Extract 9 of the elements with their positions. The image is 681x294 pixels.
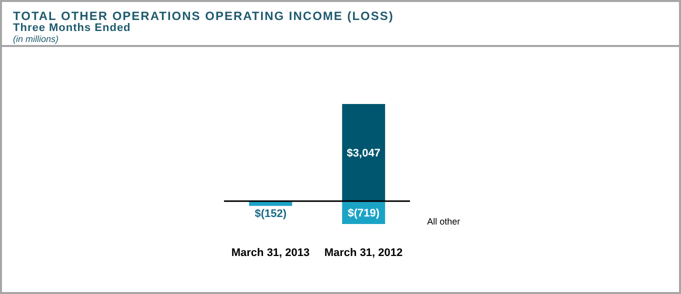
text: (in millions) — [13, 34, 59, 44]
text: All other — [427, 216, 460, 227]
data-label: $(152) — [254, 208, 287, 220]
data-label: $3,047 — [346, 148, 380, 160]
x-tick-label: March 31, 2013 — [231, 246, 310, 259]
x-tick-label: March 31, 2012 — [324, 246, 403, 259]
data-label: $(719) — [348, 208, 380, 220]
chart-title: TOTAL OTHER OPERATIONS OPERATING INCOME (LOSS) — [13, 9, 394, 23]
text: Three Months Ended — [13, 22, 131, 34]
